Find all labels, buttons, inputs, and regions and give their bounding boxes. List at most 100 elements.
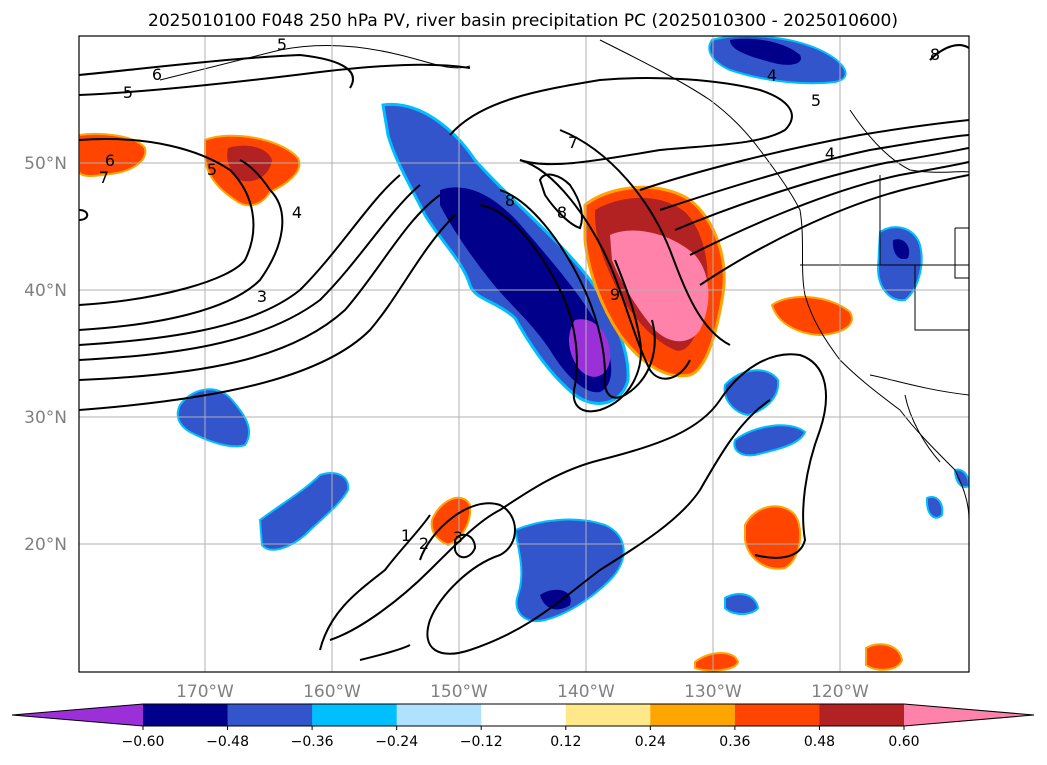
pv-contour-edge <box>79 209 89 221</box>
contour-label: 9 <box>610 285 620 304</box>
contour-label: 7 <box>568 133 578 152</box>
pv-contour-west-4 <box>79 184 421 361</box>
contour-label: 6 <box>152 65 162 84</box>
pv-contour-trough-3 <box>519 159 691 380</box>
colorbar-tick-label: 0.12 <box>550 734 581 750</box>
colorbar-tick-label: 0.60 <box>888 734 919 750</box>
colorbar-swatch <box>650 704 736 726</box>
pv-contour-south-3 <box>419 399 771 655</box>
lon-label: 140°W <box>557 682 615 702</box>
latitude-labels: 50°N 40°N 30°N 20°N <box>24 154 67 555</box>
pv-contour-8-closed <box>538 173 583 230</box>
colorbar-extend-max <box>904 704 1034 726</box>
colorbar-tick-label: 0.24 <box>635 734 666 750</box>
map-frame <box>78 35 970 673</box>
lat-label: 40°N <box>24 281 67 301</box>
pv-contour-east-3 <box>674 147 969 231</box>
colorbar-swatch <box>565 704 651 726</box>
coastline-layer <box>159 39 969 521</box>
contour-label: 6 <box>105 151 115 170</box>
coastline-alaska <box>159 44 471 81</box>
colorbar-swatch <box>819 704 905 726</box>
colorbar-tick-label: −0.36 <box>291 734 334 750</box>
pv-contour-west-5 <box>79 194 441 381</box>
border-canada-us <box>849 109 969 173</box>
negative-anomaly-mexico-2 <box>953 468 969 488</box>
lon-label: 160°W <box>303 682 361 702</box>
contour-label: 8 <box>930 45 940 64</box>
pv-contour-trough-1 <box>479 204 642 413</box>
strong-negative-nevada <box>892 239 910 260</box>
positive-anomaly-bottom <box>694 652 740 672</box>
negative-anomaly-offshore-2 <box>733 424 807 457</box>
contour-label: 8 <box>505 191 515 210</box>
pv-contour-trough-2 <box>499 189 656 399</box>
strong-negative-northeast <box>730 38 801 65</box>
lon-label: 150°W <box>430 682 488 702</box>
pv-contour-south-1 <box>319 514 431 651</box>
colorbar-tick-label: −0.12 <box>460 734 503 750</box>
pv-contour-5-north <box>79 63 471 96</box>
contour-label: 5 <box>277 35 287 54</box>
pv-contour-layer <box>79 44 969 661</box>
state-border-4 <box>954 227 969 279</box>
contour-label: 5 <box>811 91 821 110</box>
lat-label: 30°N <box>24 408 67 428</box>
colorbar-extend-min <box>12 704 143 726</box>
negative-anomaly-mexico <box>925 496 944 519</box>
pv-contour-east-2 <box>659 134 969 211</box>
contour-label: 5 <box>207 160 217 179</box>
contour-label: 3 <box>257 287 267 306</box>
contour-label: 3 <box>453 528 463 547</box>
contour-label: 4 <box>825 144 835 163</box>
contour-label: 4 <box>767 66 777 85</box>
lon-label: 120°W <box>811 682 869 702</box>
state-border-3 <box>914 265 969 331</box>
negative-anomaly-west-pacific <box>176 388 251 448</box>
gridlines <box>79 36 969 672</box>
contour-label: 5 <box>123 83 133 102</box>
negative-anomaly-south-small <box>724 592 760 615</box>
pv-contour-east-5 <box>699 174 969 286</box>
positive-anomaly-south <box>865 643 904 671</box>
pv-contour-8-northeast <box>929 44 969 61</box>
colorbar-tick-label: −0.24 <box>375 734 418 750</box>
pv-contour-trough-4 <box>559 129 731 346</box>
lat-label: 20°N <box>24 535 67 555</box>
colorbar-tick-label: 0.36 <box>719 734 750 750</box>
lat-label: 50°N <box>24 154 67 174</box>
contour-label: 2 <box>419 534 429 553</box>
pv-contour-west-1 <box>79 138 255 306</box>
contour-label: 4 <box>292 203 302 222</box>
pv-contour-3-closed <box>454 533 477 559</box>
pv-contour-south-2 <box>329 353 827 641</box>
colorbar-swatch <box>481 704 567 726</box>
colorbar-swatch <box>227 704 313 726</box>
contour-label: 8 <box>557 203 567 222</box>
colorbar-swatch <box>734 704 820 726</box>
border-us-mexico <box>869 374 969 396</box>
pv-contour-6-north <box>79 53 354 89</box>
pv-contour-west-6 <box>79 214 456 411</box>
longitude-labels: 170°W 160°W 150°W 140°W 130°W 120°W <box>176 682 869 702</box>
pv-contour-bottom <box>359 644 411 661</box>
colorbar-tick-label: −0.60 <box>122 734 165 750</box>
colorbar-swatch <box>396 704 482 726</box>
colorbar-swatch <box>143 704 229 726</box>
lon-label: 170°W <box>176 682 234 702</box>
negative-anomaly-nevada <box>876 226 923 302</box>
pv-contour-east-4 <box>689 161 969 256</box>
coastline-us-west <box>799 209 969 521</box>
strong-negative-subtropics <box>540 589 571 610</box>
colorbar: −0.60 −0.48 −0.36 −0.24 −0.12 0.12 0.24 0.36 0.4… <box>11 703 1035 750</box>
extreme-positive-main <box>610 230 709 342</box>
positive-anomaly-far-west <box>79 132 147 177</box>
pv-contour-east-1 <box>639 119 969 191</box>
pv-contour-west-2 <box>79 159 284 331</box>
colorbar-swatch <box>312 704 398 726</box>
lon-label: 130°W <box>684 682 742 702</box>
coastline-baja <box>904 394 941 463</box>
map-panel: 5 6 5 6 7 5 4 3 8 7 8 9 4 5 4 1 2 3 8 <box>78 35 970 673</box>
map-title: 2025010100 F048 250 hPa PV, river basin … <box>148 11 898 31</box>
